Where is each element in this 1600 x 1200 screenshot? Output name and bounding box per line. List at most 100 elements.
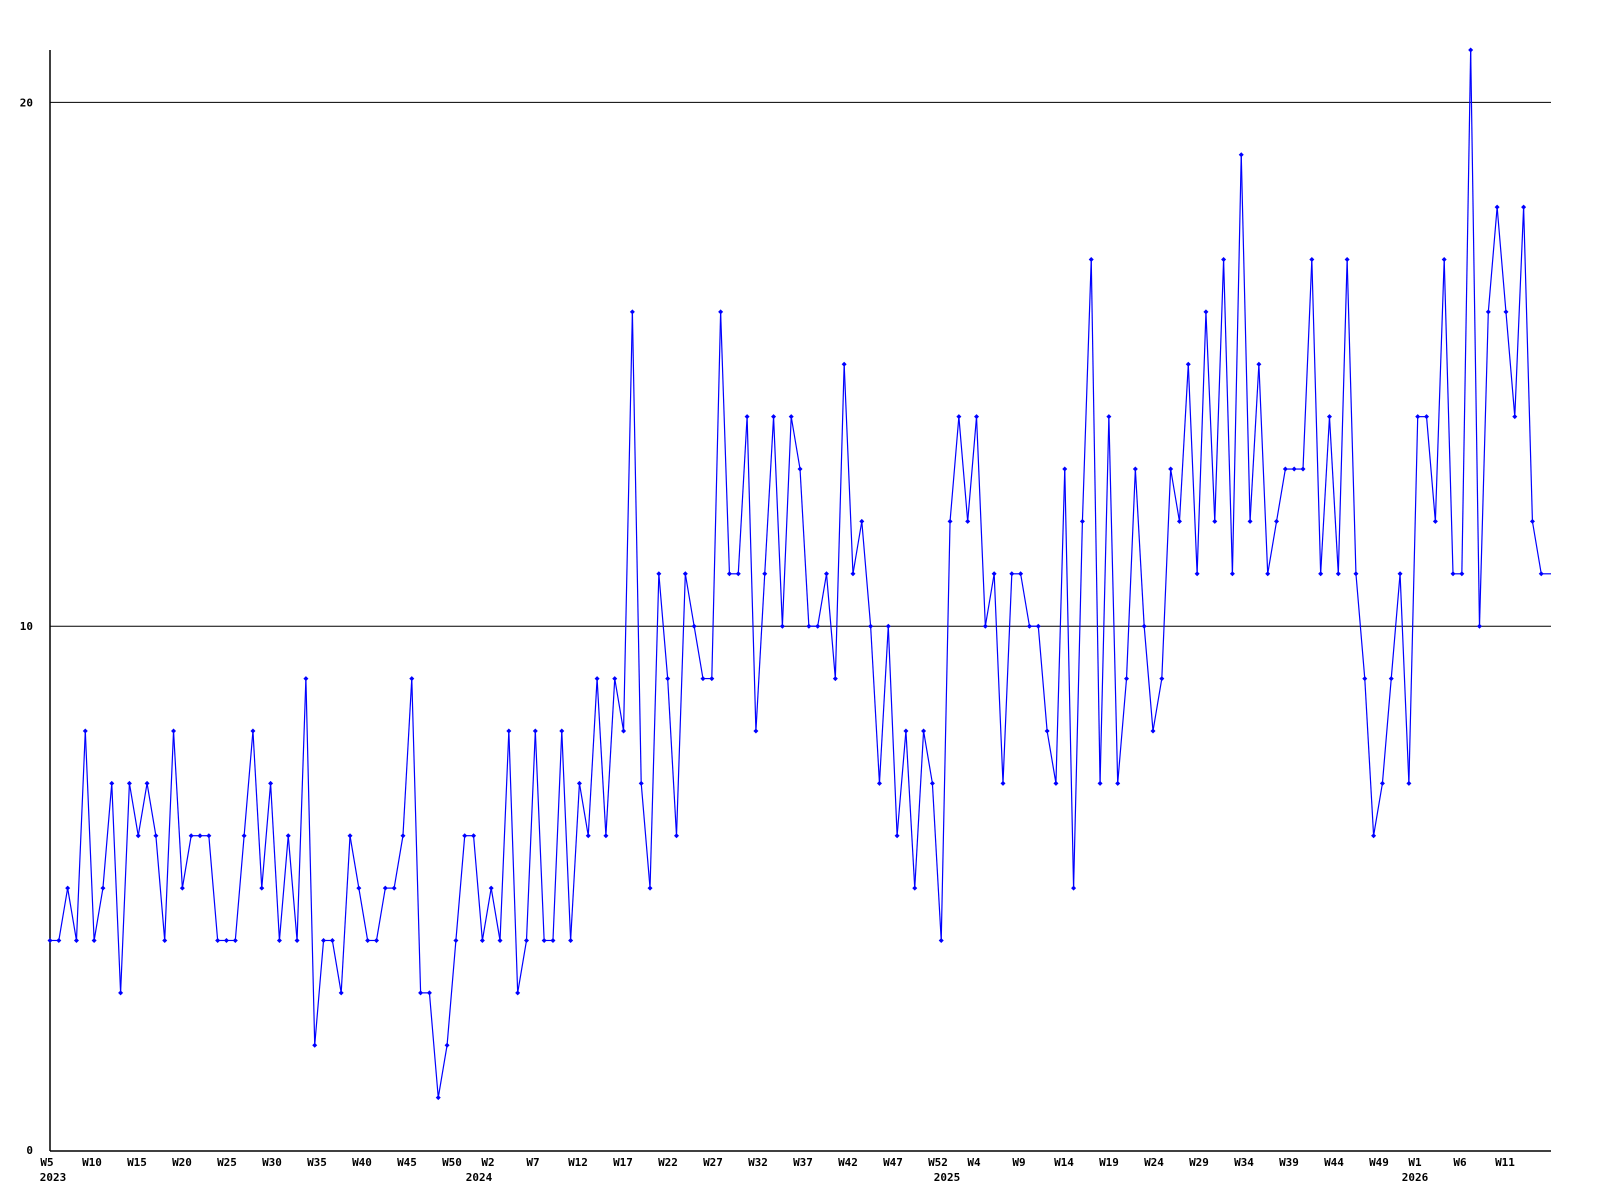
data-point [82, 728, 88, 734]
data-point [1318, 571, 1324, 577]
data-point [197, 833, 203, 839]
line-segment [922, 730, 933, 784]
data-point [1300, 466, 1306, 472]
data-point [303, 676, 309, 682]
x-tick-label: W45 [397, 1156, 417, 1169]
line-segment [852, 521, 863, 574]
line-segment [764, 416, 775, 574]
line-segment [358, 887, 369, 941]
data-point [365, 937, 371, 943]
data-point [718, 309, 724, 315]
data-point [179, 885, 185, 891]
data-point [1176, 518, 1182, 524]
line-segment [975, 416, 986, 627]
line-segment [711, 311, 722, 679]
y-tick-labels: 0 10 20 [20, 96, 33, 1157]
line-segment [1373, 783, 1384, 836]
line-segment [278, 835, 289, 941]
data-point [356, 885, 362, 891]
data-point [629, 309, 635, 315]
data-point [1132, 466, 1138, 472]
line-segment [1514, 207, 1525, 417]
line-segment [887, 626, 898, 836]
data-point [912, 885, 918, 891]
line-segment [896, 730, 907, 836]
x-tick-label: W27 [703, 1156, 723, 1169]
data-point [215, 937, 221, 943]
line-segment [940, 521, 951, 941]
line-segment [1020, 573, 1031, 627]
line-segment [1231, 154, 1242, 574]
x-tick-label: W2 [481, 1156, 494, 1169]
line-segment [296, 678, 307, 941]
data-point [47, 937, 53, 943]
data-point [1229, 571, 1235, 577]
line-segment [1425, 416, 1436, 522]
line-segment [737, 416, 748, 574]
data-point [91, 937, 97, 943]
data-point [1371, 833, 1377, 839]
data-point [824, 571, 830, 577]
line-segment [428, 992, 439, 1098]
data-point [1344, 257, 1350, 263]
data-point [665, 676, 671, 682]
data-point [409, 676, 415, 682]
line-segment [490, 887, 501, 941]
line-segment [270, 783, 281, 941]
line-segment [958, 416, 969, 522]
data-point [1159, 676, 1165, 682]
line-segment [984, 573, 995, 627]
line-segment [993, 573, 1004, 784]
data-point [1115, 780, 1121, 786]
data-point [1212, 518, 1218, 524]
line-segment [1328, 416, 1339, 574]
x-tick-label: W52 [928, 1156, 948, 1169]
line-segment [790, 416, 801, 470]
line-segment [472, 835, 483, 941]
data-point [603, 833, 609, 839]
line-segment [1523, 207, 1534, 522]
data-point [391, 885, 397, 891]
data-point [65, 885, 71, 891]
data-point [788, 414, 794, 420]
data-point [1256, 361, 1262, 367]
data-point [1424, 414, 1430, 420]
x-tick-label: W6 [1453, 1156, 1467, 1169]
line-segment [1249, 364, 1260, 522]
data-point [744, 414, 750, 420]
data-point [1326, 414, 1332, 420]
line-segment [1064, 469, 1075, 889]
data-point [1450, 571, 1456, 577]
data-point [1247, 518, 1253, 524]
line-segment [825, 573, 836, 679]
data-point [850, 571, 856, 577]
line-segment [393, 835, 404, 889]
line-segment [1081, 259, 1092, 522]
x-tick-labels: W5 W10 W15 W20 W25 W30 W35 W40 W45 W50 W2 W7 W12 W17 W… [40, 1156, 1516, 1184]
data-point [1494, 204, 1500, 210]
data-point [1194, 571, 1200, 577]
data-point [1512, 414, 1518, 420]
line-segment [693, 626, 704, 679]
line-segment [84, 730, 95, 941]
data-point [974, 414, 980, 420]
line-segment [1258, 364, 1269, 574]
x-tick-label: W32 [748, 1156, 768, 1169]
line-segment [93, 887, 104, 941]
x-tick-label: W12 [568, 1156, 588, 1169]
data-point [921, 728, 927, 734]
data-point [674, 833, 680, 839]
x-year-label: 2025 [934, 1171, 961, 1184]
line-segment [914, 730, 925, 889]
data-point [938, 937, 944, 943]
line-segment [1346, 259, 1357, 574]
data-point [162, 937, 168, 943]
line-segment [1090, 259, 1101, 784]
data-point [497, 937, 503, 943]
line-segment [1390, 573, 1401, 679]
line-segment [455, 835, 466, 941]
data-point [479, 937, 485, 943]
line-segment [1487, 207, 1498, 312]
line-segment [499, 730, 510, 941]
